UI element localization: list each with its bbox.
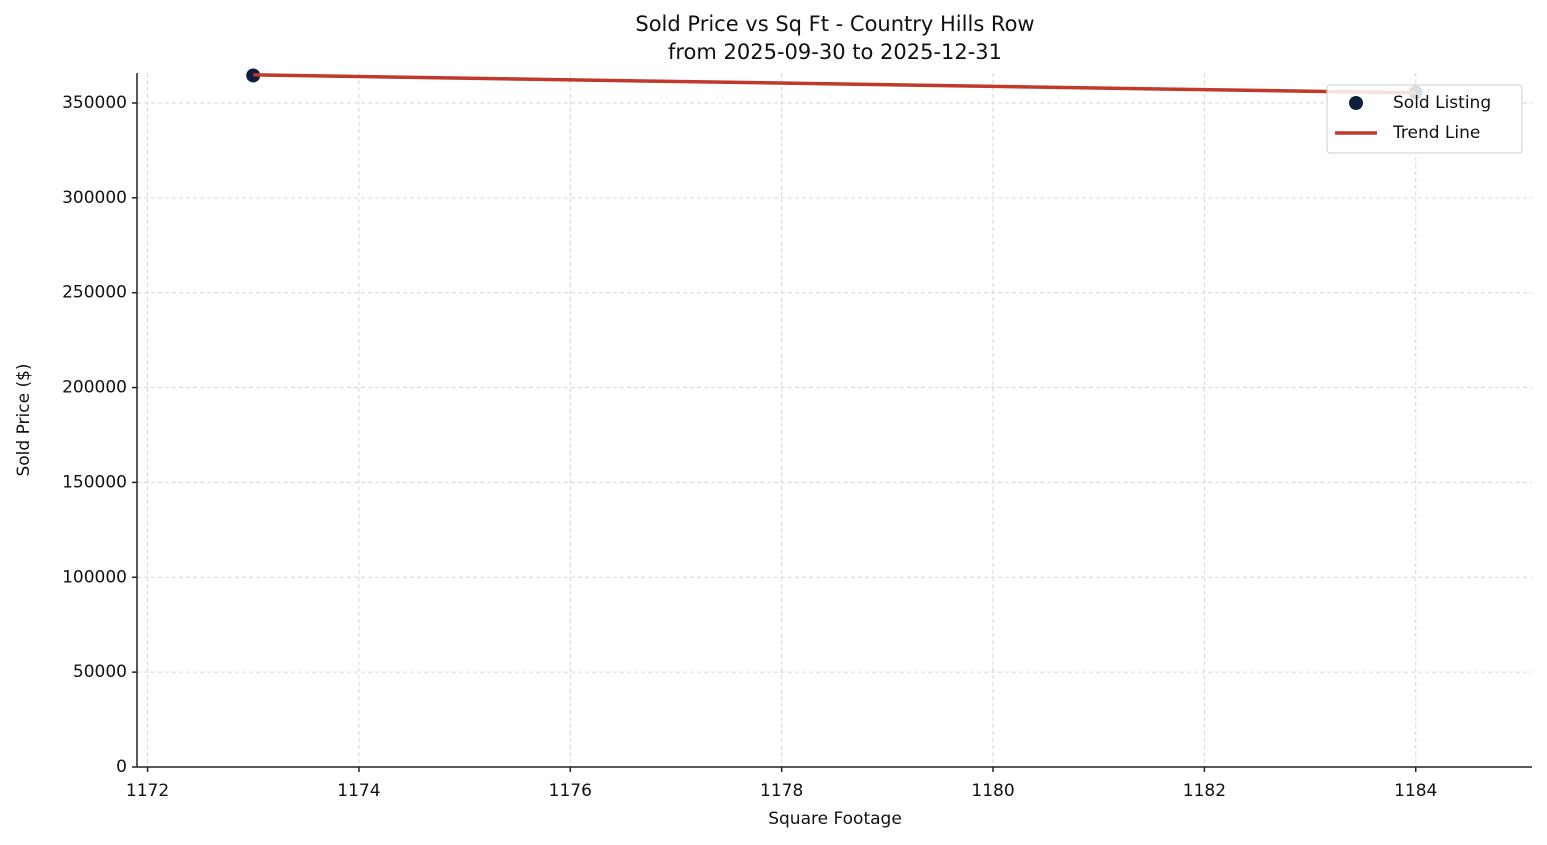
y-tick-label: 50000: [73, 662, 127, 682]
legend-box: [1326, 84, 1523, 154]
y-tick-label: 350000: [62, 93, 127, 113]
y-tick-label: 150000: [62, 472, 127, 492]
chart-title: Sold Price vs Sq Ft - Country Hills Row: [635, 12, 1034, 36]
y-tick-label: 200000: [62, 378, 127, 398]
y-axis-label: Sold Price ($): [14, 363, 34, 476]
legend-label: Trend Line: [1392, 123, 1480, 143]
chart-subtitle: from 2025-09-30 to 2025-12-31: [668, 40, 1002, 64]
x-tick-label: 1174: [337, 781, 380, 801]
x-tick-label: 1180: [971, 781, 1014, 801]
legend-marker: [1349, 96, 1363, 110]
y-tick-label: 300000: [62, 188, 127, 208]
x-tick-label: 1178: [760, 781, 803, 801]
x-axis-label: Square Footage: [768, 809, 902, 829]
y-tick-label: 0: [116, 757, 127, 777]
x-tick-label: 1176: [549, 781, 592, 801]
trend-line: [253, 73, 1416, 95]
x-tick-label: 1182: [1183, 781, 1226, 801]
y-tick-label: 100000: [62, 567, 127, 587]
y-tick-label: 250000: [62, 283, 127, 303]
x-tick-label: 1172: [126, 781, 169, 801]
x-tick-label: 1184: [1394, 781, 1437, 801]
legend-label: Sold Listing: [1393, 93, 1491, 113]
